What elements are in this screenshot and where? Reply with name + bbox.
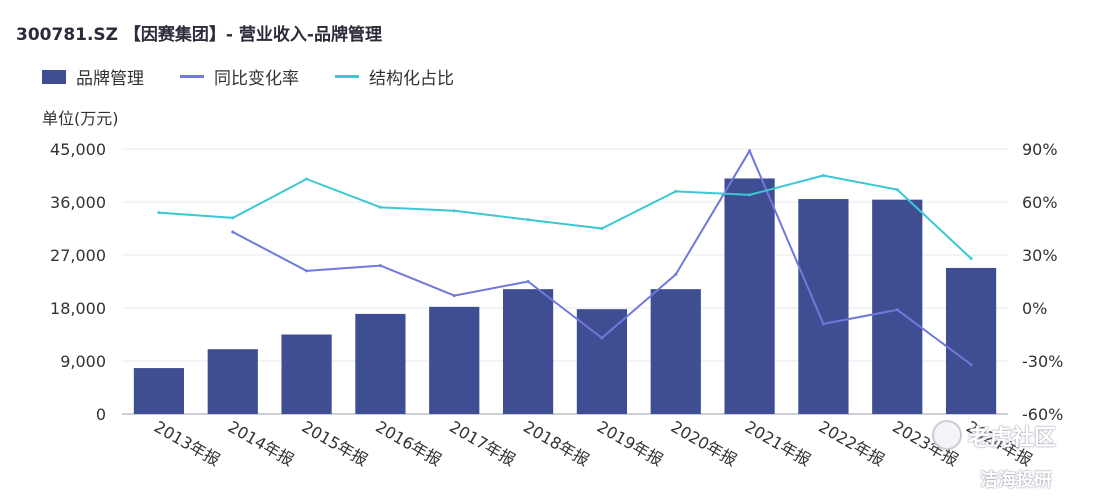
yoy-change-line-point bbox=[748, 149, 752, 153]
y-tick-label-left: 27,000 bbox=[50, 246, 106, 265]
legend-bar-swatch bbox=[42, 69, 66, 84]
bar bbox=[872, 199, 923, 414]
structural-share-line-point bbox=[895, 188, 899, 192]
bar bbox=[429, 306, 480, 414]
structural-share-line-point bbox=[674, 189, 678, 193]
yoy-change-line-point bbox=[895, 308, 899, 312]
y-tick-label-left: 45,000 bbox=[50, 140, 106, 159]
y-tick-label-right: 90% bbox=[1022, 140, 1058, 159]
y-tick-label-right: 0% bbox=[1022, 299, 1047, 318]
legend-line-swatch-yoy bbox=[180, 75, 204, 78]
x-tick-label: 2024年报 bbox=[963, 417, 1035, 470]
y-tick-label-left: 0 bbox=[96, 405, 106, 424]
legend-label-yoy-change: 同比变化率 bbox=[214, 69, 299, 89]
legend-item-yoy-change[interactable]: 同比变化率 bbox=[180, 64, 299, 89]
y-tick-label-right: -30% bbox=[1022, 352, 1063, 371]
structural-share-line bbox=[158, 174, 972, 260]
structural-share-line-point bbox=[231, 216, 235, 220]
x-tick-label: 2018年报 bbox=[520, 417, 592, 470]
structural-share-line-point bbox=[526, 218, 530, 222]
yoy-change-line-point bbox=[526, 280, 530, 283]
bar bbox=[724, 178, 775, 414]
yoy-change-line-point bbox=[378, 264, 382, 268]
bar bbox=[133, 368, 185, 414]
yoy-change-line-point bbox=[821, 322, 825, 326]
yoy-change-line-point bbox=[674, 272, 678, 276]
yoy-change-line-point bbox=[452, 294, 456, 298]
bar bbox=[650, 289, 701, 414]
x-tick-label: 2017年报 bbox=[446, 417, 518, 470]
page-title: 300781.SZ 【因赛集团】- 营业收入-品牌管理 bbox=[16, 25, 382, 45]
bar bbox=[798, 199, 849, 414]
legend-label-structural-share: 结构化占比 bbox=[369, 69, 454, 89]
y-tick-label-left: 18,000 bbox=[50, 299, 106, 318]
y-tick-label-right: 30% bbox=[1022, 246, 1058, 265]
legend-line-swatch-share bbox=[335, 75, 359, 78]
x-tick-label: 2015年报 bbox=[299, 417, 371, 470]
y-tick-label-left: 36,000 bbox=[50, 193, 106, 212]
structural-share-line-point bbox=[748, 193, 752, 197]
yoy-change-line-point bbox=[600, 336, 604, 340]
y-tick-label-right: 60% bbox=[1022, 193, 1058, 212]
bar bbox=[576, 309, 628, 414]
structural-share-line-point bbox=[600, 227, 604, 230]
bar bbox=[355, 313, 406, 414]
yoy-change-line-point bbox=[305, 269, 309, 273]
structural-share-line-point bbox=[969, 257, 973, 261]
y-tick-label-right: -60% bbox=[1022, 405, 1063, 424]
y-tick-label-left: 9,000 bbox=[60, 352, 106, 371]
unit-label: 单位(万元) bbox=[42, 109, 119, 128]
structural-share-line-point bbox=[378, 205, 382, 209]
legend-item-brand-management[interactable]: 品牌管理 bbox=[42, 64, 144, 89]
legend-label-brand-management: 品牌管理 bbox=[76, 69, 144, 89]
x-tick-label: 2022年报 bbox=[815, 417, 887, 470]
x-tick-label: 2023年报 bbox=[889, 417, 961, 470]
structural-share-line-point bbox=[821, 174, 825, 177]
structural-share-line-point bbox=[157, 211, 161, 215]
x-tick-label: 2016年报 bbox=[372, 417, 444, 470]
chart-legend: 品牌管理 同比变化率 结构化占比 bbox=[42, 64, 490, 89]
bar bbox=[945, 267, 997, 414]
legend-item-structural-share[interactable]: 结构化占比 bbox=[335, 64, 454, 89]
x-tick-label: 2020年报 bbox=[668, 417, 740, 470]
bar bbox=[502, 289, 554, 414]
x-tick-label: 2019年报 bbox=[594, 417, 666, 470]
x-tick-label: 2021年报 bbox=[742, 417, 814, 470]
yoy-change-line-point bbox=[231, 230, 235, 234]
x-tick-label: 2013年报 bbox=[151, 417, 223, 470]
x-tick-label: 2014年报 bbox=[225, 417, 297, 470]
structural-share-line-point bbox=[305, 177, 309, 181]
bar bbox=[281, 334, 332, 414]
bar bbox=[207, 349, 258, 414]
yoy-change-line-point bbox=[969, 363, 973, 367]
structural-share-line-point bbox=[452, 209, 456, 213]
